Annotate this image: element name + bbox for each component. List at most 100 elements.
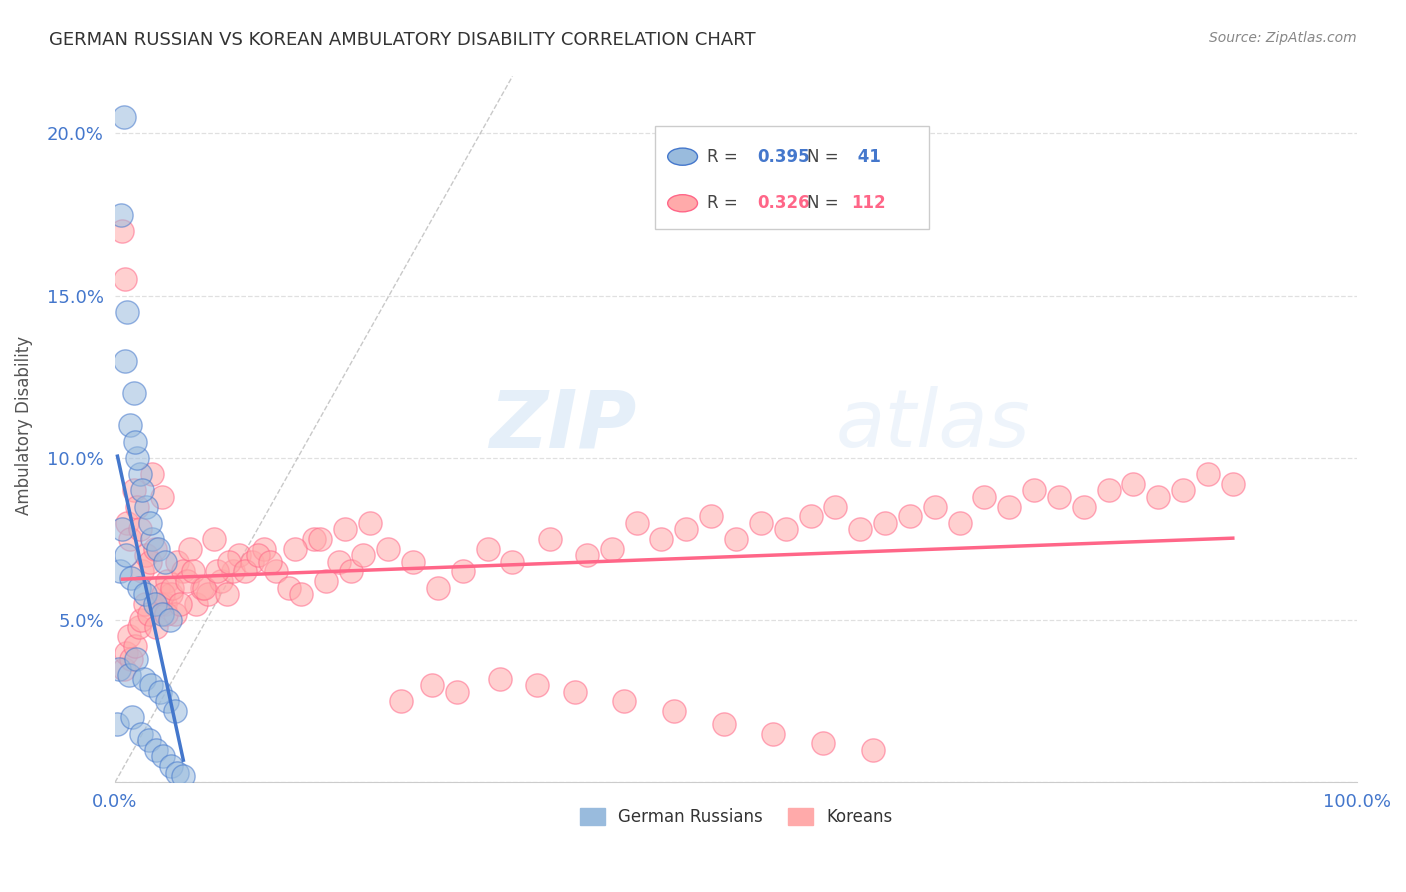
- Point: [724, 532, 747, 546]
- Point: [128, 467, 150, 482]
- Point: [121, 710, 143, 724]
- Point: [118, 668, 141, 682]
- Point: [129, 727, 152, 741]
- Point: [160, 759, 183, 773]
- Point: [108, 565, 131, 579]
- Point: [862, 743, 884, 757]
- Point: [284, 541, 307, 556]
- Point: [477, 541, 499, 556]
- Point: [124, 434, 146, 449]
- Point: [713, 717, 735, 731]
- Point: [129, 613, 152, 627]
- Point: [302, 532, 325, 546]
- Text: atlas: atlas: [835, 386, 1031, 465]
- Point: [148, 581, 170, 595]
- Point: [184, 597, 207, 611]
- Point: [811, 736, 834, 750]
- Point: [120, 652, 142, 666]
- Point: [402, 555, 425, 569]
- Point: [118, 532, 141, 546]
- Point: [152, 749, 174, 764]
- Point: [948, 516, 970, 530]
- Point: [134, 587, 156, 601]
- Text: GERMAN RUSSIAN VS KOREAN AMBULATORY DISABILITY CORRELATION CHART: GERMAN RUSSIAN VS KOREAN AMBULATORY DISA…: [49, 31, 756, 49]
- Point: [799, 509, 821, 524]
- Point: [290, 587, 312, 601]
- Point: [145, 619, 167, 633]
- Point: [117, 305, 139, 319]
- FancyBboxPatch shape: [655, 126, 928, 229]
- Point: [420, 678, 443, 692]
- Point: [277, 581, 299, 595]
- Point: [924, 500, 946, 514]
- Point: [1171, 483, 1194, 498]
- Point: [446, 684, 468, 698]
- Text: N =: N =: [807, 194, 844, 212]
- Point: [135, 548, 157, 562]
- Point: [152, 587, 174, 601]
- Point: [352, 548, 374, 562]
- Point: [898, 509, 921, 524]
- Point: [118, 418, 141, 433]
- Point: [824, 500, 846, 514]
- Point: [166, 765, 188, 780]
- Point: [235, 565, 257, 579]
- Point: [150, 607, 173, 621]
- Point: [205, 565, 228, 579]
- Point: [359, 516, 381, 530]
- Point: [117, 516, 139, 530]
- Point: [328, 555, 350, 569]
- Point: [1097, 483, 1119, 498]
- Circle shape: [668, 194, 697, 211]
- Point: [613, 694, 636, 708]
- Point: [124, 639, 146, 653]
- Point: [153, 597, 176, 611]
- Point: [526, 678, 548, 692]
- Point: [163, 607, 186, 621]
- Point: [156, 574, 179, 589]
- Point: [115, 646, 138, 660]
- Point: [125, 652, 148, 666]
- Point: [150, 490, 173, 504]
- Point: [138, 733, 160, 747]
- Point: [1147, 490, 1170, 504]
- Point: [240, 555, 263, 569]
- Point: [662, 704, 685, 718]
- Point: [172, 565, 194, 579]
- Point: [169, 597, 191, 611]
- Point: [111, 224, 134, 238]
- Point: [259, 555, 281, 569]
- Point: [139, 516, 162, 530]
- Point: [114, 353, 136, 368]
- Point: [501, 555, 523, 569]
- Text: ZIP: ZIP: [489, 386, 637, 465]
- Text: 0.326: 0.326: [756, 194, 810, 212]
- Point: [215, 587, 238, 601]
- Point: [849, 522, 872, 536]
- Point: [1073, 500, 1095, 514]
- Point: [153, 555, 176, 569]
- Point: [131, 565, 153, 579]
- Point: [228, 548, 250, 562]
- Point: [650, 532, 672, 546]
- Point: [873, 516, 896, 530]
- Point: [141, 467, 163, 482]
- Text: 41: 41: [852, 148, 880, 166]
- Point: [626, 516, 648, 530]
- Point: [246, 548, 269, 562]
- Point: [122, 386, 145, 401]
- Point: [135, 500, 157, 514]
- Point: [111, 522, 134, 536]
- Point: [564, 684, 586, 698]
- Point: [377, 541, 399, 556]
- Legend: German Russians, Koreans: German Russians, Koreans: [571, 800, 901, 835]
- Point: [131, 483, 153, 498]
- Point: [134, 597, 156, 611]
- Text: 112: 112: [852, 194, 886, 212]
- Point: [112, 110, 135, 124]
- Point: [451, 565, 474, 579]
- Point: [118, 629, 141, 643]
- Point: [128, 522, 150, 536]
- Point: [1197, 467, 1219, 482]
- Point: [675, 522, 697, 536]
